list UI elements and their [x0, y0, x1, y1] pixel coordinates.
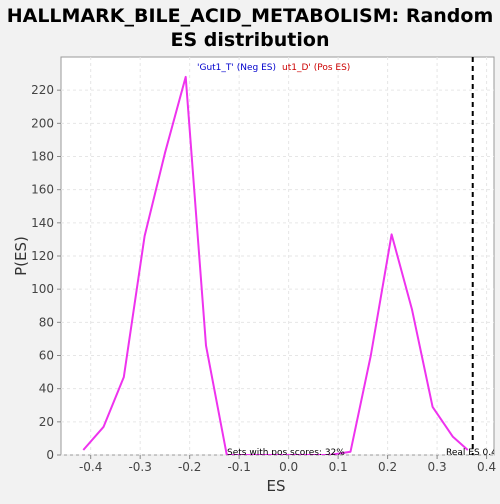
y-tick-label: 60 — [39, 349, 54, 363]
x-axis-label: ES — [267, 477, 286, 495]
y-tick-label: 180 — [31, 150, 54, 164]
es-distribution-line — [82, 75, 469, 455]
y-tick-label: 160 — [31, 183, 54, 197]
axes: -0.4 -0.3 -0.2 -0.1 0.0 0.1 0.2 0.3 0.4 0 20 40 60 80… — [31, 83, 496, 474]
y-tick-label: 20 — [39, 415, 54, 429]
y-tick-label: 220 — [31, 83, 54, 97]
y-tick-label: 40 — [39, 382, 54, 396]
real-es-annotation: Real ES 0.4 — [446, 448, 497, 458]
pos-scores-annotation: Sets with pos scores: 32% — [227, 448, 345, 458]
x-tick-label: 0.1 — [329, 460, 348, 474]
chart-title-line2: ES distribution — [171, 29, 330, 51]
x-tick-label: -0.4 — [79, 460, 102, 474]
y-axis-label: P(ES) — [12, 236, 30, 276]
y-tick-label: 120 — [31, 249, 54, 263]
y-tick-label: 0 — [46, 448, 54, 462]
x-tick-label: -0.1 — [227, 460, 250, 474]
x-tick-label: 0.3 — [428, 460, 447, 474]
x-tick-label: 0.2 — [378, 460, 397, 474]
y-tick-label: 200 — [31, 116, 54, 130]
y-tick-label: 140 — [31, 216, 54, 230]
y-tick-label: 100 — [31, 282, 54, 296]
x-tick-label: 0.0 — [279, 460, 298, 474]
chart-title-line1: HALLMARK_BILE_ACID_METABOLISM: Random — [7, 5, 494, 27]
series-layer — [82, 75, 469, 455]
legend-neg-es-label: 'Gut1_T' (Neg ES) — [197, 63, 276, 73]
x-tick-label: -0.2 — [178, 460, 201, 474]
x-tick-label: 0.4 — [477, 460, 496, 474]
x-tick-label: -0.3 — [128, 460, 151, 474]
y-tick-label: 80 — [39, 315, 54, 329]
legend-pos-es-label: ut1_D' (Pos ES) — [282, 63, 350, 73]
